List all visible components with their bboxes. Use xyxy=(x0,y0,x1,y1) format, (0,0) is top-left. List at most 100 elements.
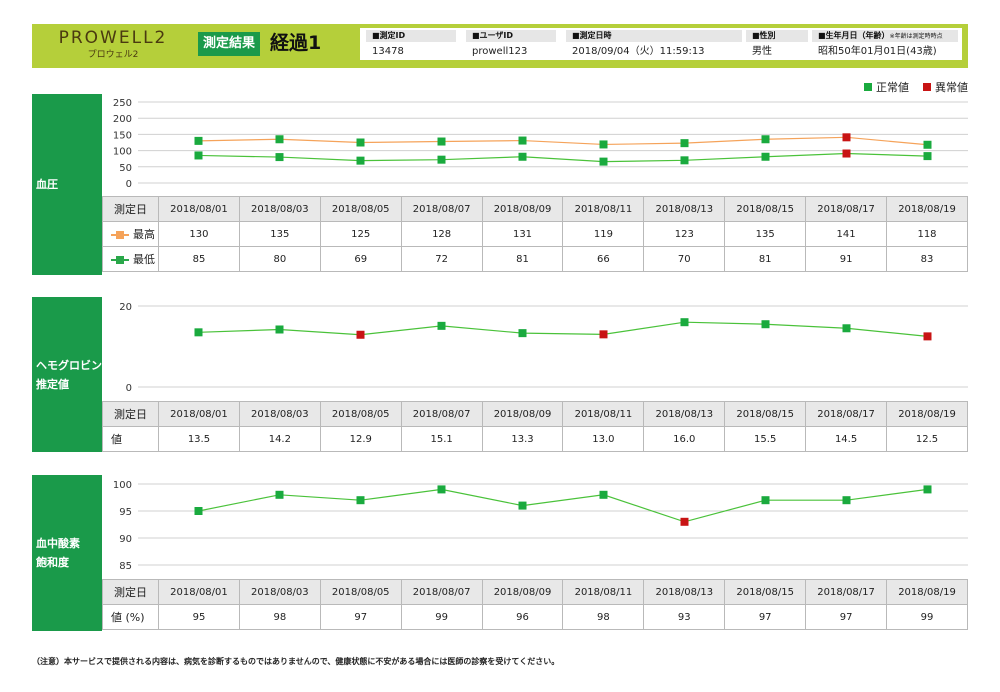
spo2-row-label: 値 (%) xyxy=(102,604,159,630)
info-key-measure-datetime: ■測定日時 xyxy=(566,30,742,42)
systolic-row-label: 最高 xyxy=(102,221,159,247)
data-point xyxy=(194,507,203,515)
value-cell: 141 xyxy=(805,221,888,247)
value-cell: 13.5 xyxy=(158,426,240,452)
data-point xyxy=(275,490,284,499)
value-cell: 128 xyxy=(400,221,483,247)
data-point xyxy=(437,155,446,164)
date-cell: 2018/08/01 xyxy=(158,579,240,605)
abnormal-point xyxy=(842,149,851,158)
value-cell: 135 xyxy=(724,221,807,247)
series-line xyxy=(198,152,928,163)
data-point xyxy=(356,496,365,505)
value-cell: 91 xyxy=(805,246,888,272)
abnormal-point xyxy=(680,517,689,526)
value-cell: 15.5 xyxy=(724,426,807,452)
data-point xyxy=(437,485,446,494)
data-point xyxy=(518,152,527,161)
date-cell: 2018/08/13 xyxy=(643,579,726,605)
abnormal-marker-icon xyxy=(923,83,931,91)
date-cell: 2018/08/13 xyxy=(643,196,726,222)
date-cell: 2018/08/19 xyxy=(886,579,968,605)
logo: PROWELL2 プロウェル2 xyxy=(38,27,188,61)
data-point xyxy=(194,151,203,160)
value-cell: 130 xyxy=(158,221,240,247)
report-label: 測定結果 xyxy=(198,32,261,56)
info-value-measure-datetime: 2018/09/04（火）11:59:13 xyxy=(572,46,705,57)
y-tick-label: 90 xyxy=(119,534,132,545)
value-cell: 123 xyxy=(643,221,726,247)
hemoglobin-row-label: 値 xyxy=(102,426,159,452)
value-cell: 125 xyxy=(319,221,402,247)
hemoglobin-table: 測定日 2018/08/01 2018/08/03 2018/08/05 2018/08… xyxy=(102,401,968,452)
diastolic-row-label: 最低 xyxy=(102,246,159,272)
data-point xyxy=(437,137,446,146)
value-cell: 13.0 xyxy=(562,426,645,452)
date-cell: 2018/08/09 xyxy=(481,196,564,222)
date-header: 測定日 xyxy=(102,196,159,222)
value-cell: 83 xyxy=(886,246,968,272)
value-cell: 15.1 xyxy=(400,426,483,452)
y-tick-label: 50 xyxy=(119,163,132,174)
info-key-sex: ■性別 xyxy=(746,30,808,42)
data-point xyxy=(761,320,770,329)
date-header: 測定日 xyxy=(102,401,159,427)
series-line xyxy=(198,321,928,337)
logo-sub: プロウェル2 xyxy=(87,50,139,60)
normal-marker-icon xyxy=(864,83,872,91)
info-key-measure-id: ■測定ID xyxy=(366,30,456,42)
date-cell: 2018/08/11 xyxy=(562,196,645,222)
value-cell: 97 xyxy=(319,604,402,630)
date-cell: 2018/08/03 xyxy=(238,579,321,605)
value-cell: 85 xyxy=(158,246,240,272)
series-line xyxy=(198,136,928,146)
date-cell: 2018/08/19 xyxy=(886,196,968,222)
date-cell: 2018/08/07 xyxy=(400,196,483,222)
value-cell: 97 xyxy=(724,604,807,630)
hemoglobin-label: ヘモグロビン 推定値 xyxy=(32,297,102,452)
date-cell: 2018/08/05 xyxy=(319,401,402,427)
hemoglobin-panel: ヘモグロビン 推定値 0 20 測定日 2018/08/01 2018/08/03 201… xyxy=(32,297,968,452)
date-cell: 2018/08/11 xyxy=(562,579,645,605)
value-cell: 93 xyxy=(643,604,726,630)
data-point xyxy=(194,328,203,337)
value-cell: 12.5 xyxy=(886,426,968,452)
value-cell: 97 xyxy=(805,604,888,630)
data-point xyxy=(599,157,608,166)
date-cell: 2018/08/07 xyxy=(400,401,483,427)
value-cell: 12.9 xyxy=(319,426,402,452)
date-cell: 2018/08/01 xyxy=(158,401,240,427)
abnormal-point xyxy=(842,133,851,142)
data-point xyxy=(680,139,689,148)
value-cell: 14.2 xyxy=(238,426,321,452)
y-tick-label: 85 xyxy=(119,561,132,572)
y-tick-label: 150 xyxy=(113,130,132,141)
date-cell: 2018/08/05 xyxy=(319,196,402,222)
date-cell: 2018/08/03 xyxy=(238,196,321,222)
info-key-birthdate: ■生年月日（年齢）※年齢は測定時時点 xyxy=(812,30,958,42)
data-point xyxy=(194,136,203,145)
data-point xyxy=(437,321,446,330)
date-cell: 2018/08/15 xyxy=(724,196,807,222)
value-cell: 95 xyxy=(158,604,240,630)
info-value-birthdate: 昭和50年01月01日(43歳) xyxy=(818,46,937,57)
y-tick-label: 250 xyxy=(113,98,132,109)
data-point xyxy=(761,496,770,505)
date-cell: 2018/08/17 xyxy=(805,579,888,605)
value-cell: 13.3 xyxy=(481,426,564,452)
date-header: 測定日 xyxy=(102,579,159,605)
value-cell: 98 xyxy=(238,604,321,630)
legend-normal: 正常値 xyxy=(864,79,909,95)
data-point xyxy=(761,152,770,161)
date-cell: 2018/08/05 xyxy=(319,579,402,605)
value-cell: 80 xyxy=(238,246,321,272)
date-cell: 2018/08/13 xyxy=(643,401,726,427)
status-legend: 正常値 異常値 xyxy=(864,79,968,95)
data-point xyxy=(275,135,284,144)
y-tick-label: 95 xyxy=(119,507,132,518)
disclaimer-note: （注意）本サービスで提供される内容は、病気を診断するものではありませんので、健康… xyxy=(32,657,560,666)
date-cell: 2018/08/15 xyxy=(724,579,807,605)
date-cell: 2018/08/01 xyxy=(158,196,240,222)
blood-pressure-table: 測定日 2018/08/01 2018/08/03 2018/08/05 2018/08… xyxy=(102,196,968,272)
value-cell: 14.5 xyxy=(805,426,888,452)
